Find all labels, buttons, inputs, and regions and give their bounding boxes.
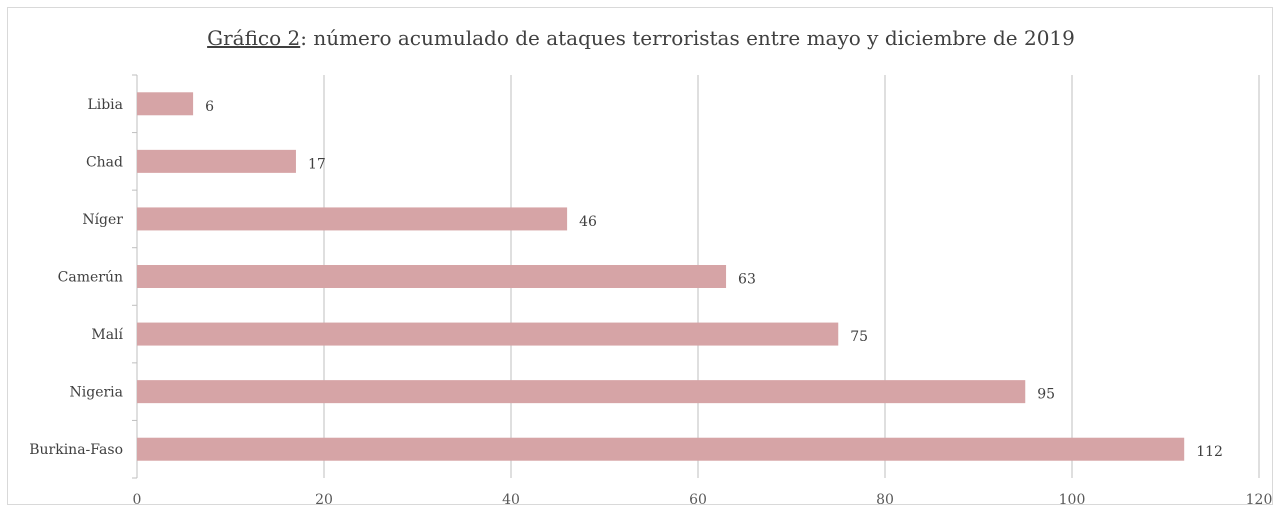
bar (137, 265, 727, 288)
x-tick-label: 20 (315, 492, 333, 508)
data-label: 112 (1196, 444, 1223, 460)
chart-title-rest: : número acumulado de ataques terrorista… (300, 26, 1075, 50)
data-label: 17 (308, 156, 326, 172)
category-label: Nigeria (70, 385, 124, 401)
category-label: Libia (87, 97, 123, 113)
x-tick-label: 120 (1246, 492, 1273, 508)
category-label: Camerún (58, 270, 123, 286)
category-label: Burkina-Faso (29, 442, 123, 458)
x-tick-label: 100 (1059, 492, 1086, 508)
data-label: 63 (738, 272, 756, 288)
bar (137, 207, 568, 231)
chart-frame (7, 7, 1273, 505)
category-label: Chad (86, 154, 123, 170)
chart-title: Gráfico 2: número acumulado de ataques t… (0, 26, 1282, 50)
data-label: 46 (579, 214, 597, 230)
chart-title-lead: Gráfico 2 (207, 26, 301, 50)
bar (137, 380, 1026, 404)
bar (137, 92, 194, 116)
x-tick-label: 0 (133, 492, 142, 508)
x-tick-label: 40 (502, 492, 520, 508)
bar (137, 149, 296, 173)
bar (137, 322, 839, 346)
bar (137, 437, 1185, 461)
data-label: 6 (205, 99, 214, 115)
category-label: Níger (82, 212, 123, 228)
data-label: 75 (850, 329, 868, 345)
x-tick-label: 80 (876, 492, 894, 508)
x-tick-label: 60 (689, 492, 707, 508)
data-label: 95 (1037, 387, 1055, 403)
category-label: Malí (91, 327, 123, 343)
